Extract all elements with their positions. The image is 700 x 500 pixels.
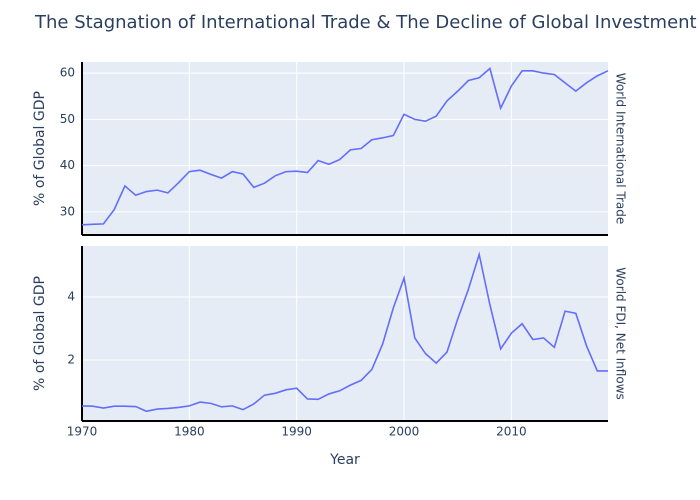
y-tick-label: 4 xyxy=(67,289,75,303)
x-axis-title: Year xyxy=(329,452,360,468)
data-line xyxy=(81,67,609,226)
y-tick-label: 60 xyxy=(60,66,75,80)
y-tick-label: 2 xyxy=(67,352,75,366)
plot-area xyxy=(82,62,608,235)
y-axis-title: % of Global GDP xyxy=(32,276,48,391)
data-line xyxy=(81,251,608,413)
x-tick-label: 2010 xyxy=(496,425,527,439)
x-tick-label: 1970 xyxy=(67,425,98,439)
y-tick-label: 30 xyxy=(60,204,75,218)
chart-title: The Stagnation of International Trade & … xyxy=(34,12,697,33)
y-axis-title: % of Global GDP xyxy=(32,91,48,206)
x-tick-label: 2000 xyxy=(389,425,420,439)
series-label: World International Trade xyxy=(614,73,628,224)
y-tick-label: 40 xyxy=(60,158,75,172)
y-tick-label: 50 xyxy=(60,112,75,126)
plot-area xyxy=(82,246,608,421)
series-label: World FDI, Net Inflows xyxy=(614,267,628,400)
x-tick-label: 1980 xyxy=(174,425,205,439)
x-tick-label: 1990 xyxy=(281,425,312,439)
